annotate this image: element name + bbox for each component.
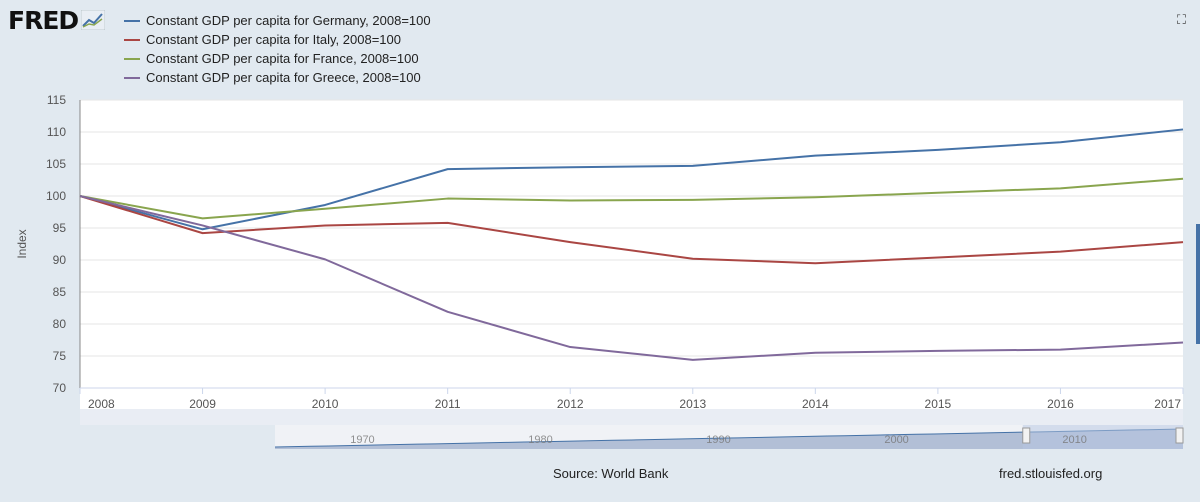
navigator-year-label: 2000 bbox=[884, 434, 908, 446]
y-tick-label: 90 bbox=[53, 253, 67, 267]
y-tick-label: 105 bbox=[46, 157, 66, 171]
y-axis-label: Index bbox=[15, 229, 29, 258]
navigator-year-label: 2010 bbox=[1062, 434, 1086, 446]
fred-logo[interactable]: FRED bbox=[8, 4, 106, 36]
x-tick-label: 2008 bbox=[88, 397, 115, 411]
x-tick-label: 2014 bbox=[802, 397, 829, 411]
navigator-series bbox=[274, 425, 1184, 449]
y-tick-label: 80 bbox=[53, 317, 67, 331]
legend-item[interactable]: Constant GDP per capita for France, 2008… bbox=[124, 49, 431, 68]
source-text: Source: World Bank bbox=[553, 466, 669, 481]
x-scrollbar[interactable] bbox=[80, 409, 1183, 425]
site-link[interactable]: fred.stlouisfed.org bbox=[999, 466, 1103, 481]
y-tick-label: 95 bbox=[53, 221, 67, 235]
legend-item[interactable]: Constant GDP per capita for Greece, 2008… bbox=[124, 68, 431, 87]
x-axis: 2008 2009 2010 2011 2012 2013 2014 2015 2016 2017 bbox=[79, 388, 1184, 411]
x-tick-label: 2016 bbox=[1047, 397, 1074, 411]
legend-item[interactable]: Constant GDP per capita for Germany, 200… bbox=[124, 11, 431, 30]
legend-label: Constant GDP per capita for Italy, 2008=… bbox=[146, 32, 401, 47]
legend-label: Constant GDP per capita for Greece, 2008… bbox=[146, 70, 421, 85]
legend-swatch bbox=[124, 19, 140, 22]
x-tick-label: 2013 bbox=[679, 397, 706, 411]
y-tick-label: 100 bbox=[46, 189, 66, 203]
legend-swatch bbox=[124, 57, 140, 60]
navigator-year-label: 1970 bbox=[350, 434, 374, 446]
series-lines bbox=[79, 128, 1184, 361]
legend-label: Constant GDP per capita for France, 2008… bbox=[146, 51, 419, 66]
series-line[interactable] bbox=[79, 128, 1184, 231]
side-handle[interactable] bbox=[1196, 224, 1200, 344]
legend-label: Constant GDP per capita for Germany, 200… bbox=[146, 13, 431, 28]
navigator-year-label: 1990 bbox=[706, 434, 730, 446]
y-tick-label: 75 bbox=[53, 349, 67, 363]
x-tick-label: 2011 bbox=[435, 397, 461, 411]
x-tick-label: 2010 bbox=[312, 397, 339, 411]
legend-swatch bbox=[124, 76, 140, 79]
logo-text: FRED bbox=[8, 5, 79, 35]
navigator-handle[interactable] bbox=[1022, 427, 1031, 444]
x-tick-label: 2015 bbox=[925, 397, 952, 411]
navigator-handle[interactable] bbox=[1175, 427, 1184, 444]
y-axis: 70 75 80 85 90 95 100 105 110 115 bbox=[46, 93, 66, 395]
series-line[interactable] bbox=[79, 177, 1184, 220]
y-tick-label: 110 bbox=[47, 125, 66, 139]
fullscreen-icon[interactable]: ⛶ bbox=[1176, 12, 1186, 27]
navigator-labels: 1970 1980 1990 2000 2010 bbox=[350, 434, 1087, 446]
series-line[interactable] bbox=[79, 195, 1184, 265]
y-tick-label: 85 bbox=[53, 285, 67, 299]
y-tick-label: 70 bbox=[53, 381, 67, 395]
navigator-year-label: 1980 bbox=[528, 434, 552, 446]
series-line[interactable] bbox=[79, 195, 1184, 361]
navigator-selection[interactable] bbox=[1022, 425, 1183, 449]
legend-swatch bbox=[124, 38, 140, 41]
legend-item[interactable]: Constant GDP per capita for Italy, 2008=… bbox=[124, 30, 431, 49]
line-chart-icon bbox=[81, 10, 106, 30]
y-tick-label: 115 bbox=[47, 93, 66, 107]
chart-legend: Constant GDP per capita for Germany, 200… bbox=[124, 11, 431, 87]
x-tick-label: 2009 bbox=[189, 397, 216, 411]
x-tick-label: 2017 bbox=[1154, 397, 1181, 411]
x-tick-label: 2012 bbox=[557, 397, 584, 411]
